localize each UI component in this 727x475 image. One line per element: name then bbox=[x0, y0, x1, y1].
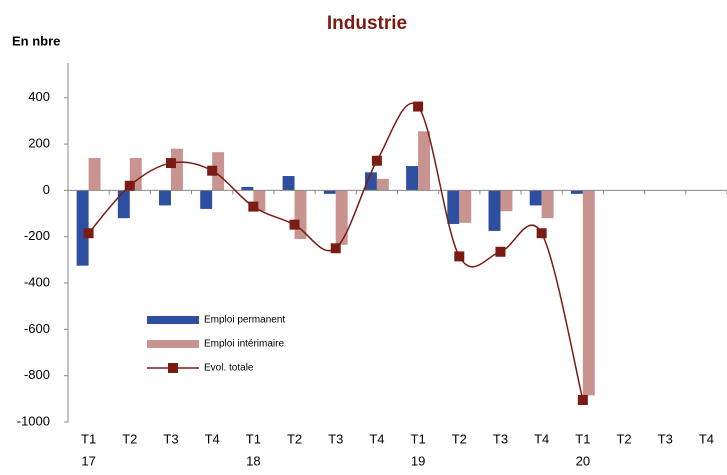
y-tick-label: 0 bbox=[43, 182, 50, 197]
bar bbox=[500, 190, 513, 212]
marker bbox=[165, 158, 176, 169]
bar bbox=[294, 190, 307, 240]
bar bbox=[159, 190, 171, 206]
bar bbox=[241, 186, 254, 191]
x-tick-label: T1 bbox=[411, 431, 426, 446]
x-tick-label: T2 bbox=[452, 431, 467, 446]
bar bbox=[541, 190, 554, 219]
bar bbox=[335, 190, 348, 245]
line bbox=[88, 102, 584, 401]
x-group-label: 19 bbox=[411, 453, 425, 468]
bar bbox=[253, 190, 266, 212]
marker bbox=[536, 228, 547, 239]
bar bbox=[76, 190, 89, 266]
marker bbox=[207, 165, 218, 176]
bar bbox=[459, 190, 472, 223]
marker bbox=[577, 394, 588, 405]
y-tick-label: -600 bbox=[24, 321, 50, 336]
marker bbox=[413, 101, 424, 112]
y-tick-label: 200 bbox=[28, 136, 50, 151]
x-tick-label: T3 bbox=[658, 431, 673, 446]
bar bbox=[282, 176, 295, 191]
bar bbox=[488, 190, 501, 231]
bar bbox=[323, 190, 336, 194]
y-axis-label: En nbre bbox=[12, 33, 60, 48]
y-tick-label: -200 bbox=[24, 228, 50, 243]
marker bbox=[248, 201, 259, 212]
bar bbox=[447, 190, 460, 224]
marker bbox=[289, 219, 300, 230]
x-tick-label: T2 bbox=[287, 431, 302, 446]
legend-label: Evol. totale bbox=[204, 363, 254, 374]
bar bbox=[129, 157, 142, 191]
x-tick-label: T3 bbox=[163, 431, 178, 446]
x-tick-label: T1 bbox=[246, 431, 261, 446]
bar bbox=[170, 148, 183, 191]
x-tick-label: T3 bbox=[493, 431, 508, 446]
y-tick-label: -400 bbox=[24, 274, 50, 289]
x-tick-label: T1 bbox=[575, 431, 590, 446]
x-group-label: 20 bbox=[576, 453, 590, 468]
bar bbox=[364, 172, 377, 191]
bar bbox=[406, 166, 419, 191]
legend: Emploi permanent Emploi intérimaire Evol. … bbox=[140, 308, 340, 392]
x-group-label: 17 bbox=[81, 453, 95, 468]
bar bbox=[529, 190, 542, 206]
bar bbox=[212, 152, 225, 191]
marker bbox=[330, 243, 341, 254]
y-tick-label: -800 bbox=[24, 367, 50, 382]
x-group-label: 18 bbox=[246, 453, 260, 468]
x-tick-label: T4 bbox=[699, 431, 714, 446]
bar bbox=[418, 131, 431, 191]
marker bbox=[124, 180, 135, 191]
legend-label: Emploi permanent bbox=[204, 315, 285, 326]
chart-title: Industrie bbox=[327, 13, 407, 34]
bar bbox=[570, 190, 583, 194]
marker bbox=[83, 228, 94, 239]
x-tick-label: T4 bbox=[369, 431, 384, 446]
marker bbox=[495, 246, 506, 257]
y-tick-label: 400 bbox=[28, 89, 50, 104]
legend-swatch bbox=[147, 316, 199, 324]
bar bbox=[88, 157, 101, 191]
legend-label: Emploi intérimaire bbox=[204, 339, 284, 350]
x-tick-label: T4 bbox=[534, 431, 549, 446]
bar bbox=[117, 190, 130, 219]
x-tick-label: T2 bbox=[616, 431, 631, 446]
bar bbox=[200, 190, 213, 209]
legend-marker bbox=[168, 363, 178, 373]
bar bbox=[376, 178, 389, 191]
legend-swatch bbox=[147, 340, 199, 348]
bar bbox=[582, 190, 595, 396]
x-tick-label: T2 bbox=[122, 431, 137, 446]
marker bbox=[454, 251, 465, 262]
x-tick-label: T4 bbox=[205, 431, 220, 446]
marker bbox=[371, 155, 382, 166]
x-tick-label: T1 bbox=[81, 431, 96, 446]
x-tick-label: T3 bbox=[328, 431, 343, 446]
y-tick-label: -1000 bbox=[17, 413, 50, 428]
